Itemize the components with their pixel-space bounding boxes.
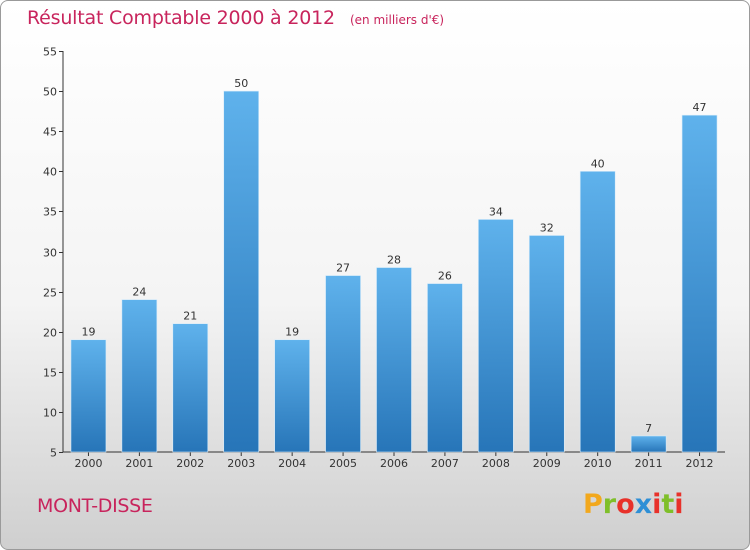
proxiti-logo: Proxiti	[583, 489, 684, 520]
value-label: 19	[81, 326, 95, 339]
y-tick-label: 50	[43, 86, 57, 99]
x-tick-label: 2000	[74, 457, 102, 470]
y-tick-label: 40	[43, 166, 57, 179]
y-tick-label: 45	[43, 126, 57, 139]
bar-2003	[223, 90, 260, 453]
y-tick-label: 55	[43, 46, 57, 59]
bar-2005	[325, 275, 361, 453]
y-tick-label: 15	[43, 367, 57, 380]
x-tick-label: 2010	[584, 457, 612, 470]
x-tick-label: 2008	[482, 457, 510, 470]
x-tick-label: 2003	[227, 457, 255, 470]
bar-2002	[172, 323, 209, 453]
chart-bars	[70, 90, 718, 453]
bar-2010	[579, 171, 616, 453]
y-tick-label: 10	[43, 407, 57, 420]
x-tick-label: 2007	[431, 457, 459, 470]
x-tick-label: 2005	[329, 457, 357, 470]
chart-title-row: Résultat Comptable 2000 à 2012 (en milli…	[27, 7, 444, 29]
value-label: 40	[591, 157, 605, 170]
chart-labels: 19 24 21 50 19 27 28 26 34 32 40 7 47	[81, 77, 706, 435]
x-tick-label: 2009	[533, 457, 561, 470]
chart-title: Résultat Comptable 2000 à 2012	[27, 7, 335, 29]
value-label: 19	[285, 326, 299, 339]
value-label: 21	[183, 310, 197, 323]
bar-2007	[427, 283, 463, 453]
value-label: 34	[489, 205, 503, 218]
x-tick-label: 2004	[278, 457, 306, 470]
bar-2000	[70, 339, 107, 453]
x-tick-label: 2006	[380, 457, 408, 470]
value-label: 50	[234, 77, 248, 90]
bar-2004	[274, 339, 310, 453]
commune-name: MONT-DISSE	[37, 495, 153, 517]
x-tick-label: 2012	[686, 457, 714, 470]
value-label: 26	[438, 270, 452, 283]
value-label: 47	[693, 101, 707, 114]
bar-2011	[630, 435, 667, 453]
chart-unit-label: (en milliers d'€)	[349, 13, 445, 27]
value-label: 27	[336, 262, 350, 275]
value-label: 32	[540, 221, 554, 234]
x-tick-label: 2001	[125, 457, 153, 470]
y-tick-label: 30	[43, 247, 57, 260]
y-tick-label: 20	[43, 327, 57, 340]
value-label: 24	[132, 286, 146, 299]
bar-2009	[528, 235, 565, 453]
x-tick-label: 2011	[635, 457, 663, 470]
x-tick-label: 2002	[176, 457, 204, 470]
bar-2008	[478, 219, 514, 453]
bar-2001	[121, 299, 158, 453]
value-label: 28	[387, 254, 401, 267]
value-label: 7	[645, 422, 652, 435]
bar-2006	[376, 267, 412, 453]
y-tick-label: 5	[50, 447, 57, 460]
y-tick-label: 25	[43, 287, 57, 300]
y-tick-label: 35	[43, 206, 57, 219]
bar-2012	[681, 114, 718, 453]
